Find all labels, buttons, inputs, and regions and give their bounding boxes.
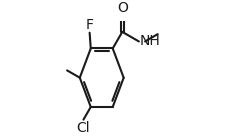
Text: F: F bbox=[85, 18, 93, 32]
Text: O: O bbox=[116, 1, 127, 15]
Text: Cl: Cl bbox=[76, 121, 89, 135]
Text: NH: NH bbox=[139, 34, 160, 48]
